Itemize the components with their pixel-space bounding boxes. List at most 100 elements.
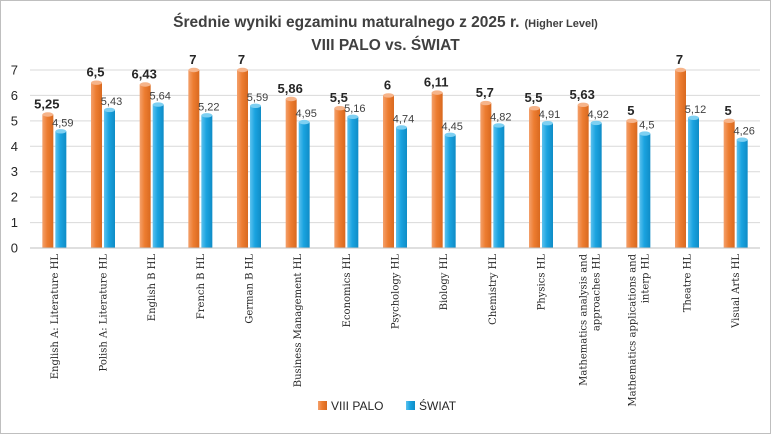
bar-viii-palo [529,105,540,249]
data-label-swiat: 5,16 [344,103,365,115]
bar-body [396,127,407,248]
bar-cap [639,131,651,136]
data-label-viii-palo: 5 [627,103,634,118]
data-label-swiat: 4,74 [393,113,414,125]
x-tick-label-line: Mathematics applications and [627,253,638,406]
y-tick-label: 0 [11,241,18,256]
data-label-viii-palo: 6,11 [424,75,449,90]
x-tick-label-line: interp HL [640,254,651,304]
bar-cap [250,103,261,109]
chart-title: Średnie wyniki egzaminu maturalnego z 20… [173,13,598,31]
bar-swiat [639,131,651,248]
data-label-swiat: 5,59 [247,92,268,104]
x-tick-label: German B HL [245,254,256,324]
bar-cap [723,118,735,124]
x-tick-label-line: Business Management HL [293,254,304,388]
data-label-viii-palo: 6 [384,77,391,92]
data-label-viii-palo: 7 [238,52,245,67]
data-label-swiat: 5,22 [198,101,219,113]
bar-cap [188,67,200,73]
legend-item-viii-palo: VIII PALO [318,399,383,413]
bar-viii-palo [480,100,492,248]
bar-cap [736,137,748,142]
y-tick-label: 7 [11,63,18,78]
x-tick-label: Mathematics analysis and approaches HL [579,253,603,385]
y-tick-label: 4 [11,139,18,154]
y-tick-label: 3 [11,164,18,179]
bar-viii-palo [42,112,54,248]
bar-viii-palo [237,67,248,248]
y-tick-label: 1 [11,215,18,230]
x-tick-label: Polish A: Literature HL [99,254,110,372]
bar-viii-palo [675,67,686,248]
data-label-viii-palo: 5,86 [278,81,303,96]
bar-cap [201,113,213,118]
bar-cap [298,119,310,125]
bar-cap [444,132,456,138]
x-tick-label-line: approaches HL [592,254,603,332]
data-label-viii-palo: 5 [725,103,732,118]
bar-body [298,122,310,248]
data-label-swiat: 4,92 [587,109,608,121]
x-tick-label-line: Chemistry HL [488,254,499,325]
bar-viii-palo [431,90,443,248]
data-label-viii-palo: 5,7 [476,85,494,100]
bar-body [237,70,248,248]
y-tick-label: 2 [11,190,18,205]
bar-cap [91,80,102,85]
bar-swiat [55,129,67,248]
x-tick-label: Economics HL [342,254,353,328]
bar-swiat [298,119,310,248]
bar-body [542,123,553,248]
bar-cap [104,107,115,113]
bar-viii-palo [626,118,638,248]
x-tick-label-line: English B HL [147,254,158,322]
data-label-swiat: 4,82 [490,111,511,123]
bar-body [480,103,492,248]
bar-swiat [688,115,699,248]
legend: VIII PALO ŚWIAT [318,398,457,413]
bar-cap [590,120,602,126]
bar-body [431,92,443,248]
bar-body [688,117,699,248]
bar-body [493,125,505,248]
bar-body [188,70,200,248]
bar-swiat [493,123,505,248]
bar-cap [529,105,540,111]
bar-swiat [104,107,115,249]
bar-body [736,139,748,248]
bar-body [104,109,115,249]
x-tick-label-line: English A: Literature HL [50,254,61,380]
bar-cap [55,129,67,134]
bar-body [250,105,261,249]
x-tick-label: Mathematics applications and interp HL [627,253,651,406]
bar-viii-palo [285,96,297,248]
bar-cap [383,93,394,98]
x-axis: English A: Literature HL Polish A: Litera… [30,247,760,407]
bar-cap [285,96,297,102]
bar-body [626,120,638,248]
data-label-viii-palo: 5,5 [330,90,348,105]
bar-body [444,134,456,248]
bar-viii-palo [188,67,200,248]
x-tick-label-line: Psychology HL [391,254,402,329]
x-tick-label: English A: Literature HL [50,254,61,380]
data-label-viii-palo: 7 [189,52,196,67]
bars: 5,25 4,59 6,5 5,43 6,43 5,64 7 5,22 7 5,59 5,86 4,9… [34,52,755,249]
bar-cap [577,102,589,108]
bar-cap [688,115,699,121]
bar-body [285,98,297,248]
bar-cap [152,102,164,107]
x-tick-label-line: Physics HL [537,254,548,311]
bar-body [201,115,213,249]
data-label-viii-palo: 5,63 [570,87,595,102]
x-tick-label: French B HL [196,254,207,320]
x-tick-label: Business Management HL [293,254,304,388]
x-tick-label-line: Economics HL [342,254,353,328]
x-tick-label-line: Theatre HL [683,254,694,313]
x-tick-label: Theatre HL [683,254,694,313]
data-label-swiat: 4,26 [733,126,754,138]
legend-swatch [406,401,415,410]
data-label-swiat: 4,91 [539,109,560,121]
